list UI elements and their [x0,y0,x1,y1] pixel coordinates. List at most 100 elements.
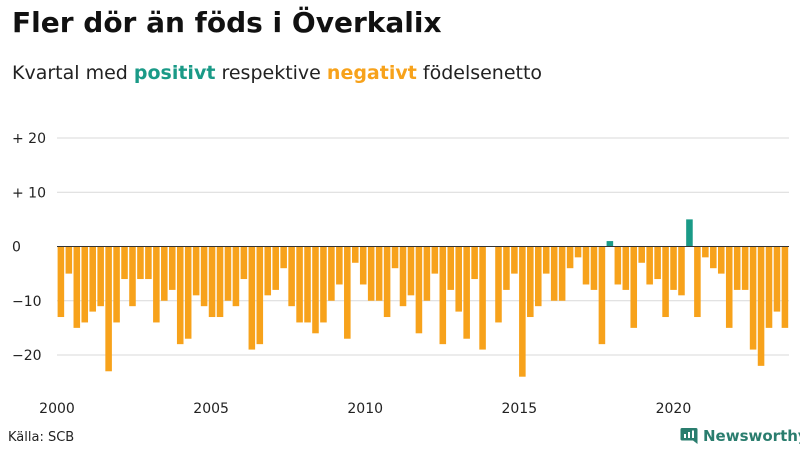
bar-negative [534,246,542,307]
subtitle-middle: respektive [221,62,321,84]
bar-negative [439,246,447,345]
bar-negative [296,246,303,323]
bar-negative [717,246,725,274]
bar-negative [662,246,669,318]
bar-negative [646,246,653,285]
bar-negative [344,246,351,339]
bar-negative [200,246,208,307]
bar-negative [240,246,248,280]
bar-negative [511,246,518,274]
bar-negative [383,246,391,318]
bar-negative [288,246,295,307]
chart-title: Fler dör än föds i Överkalix [12,6,442,39]
bar-negative [741,246,749,290]
bar-negative [757,246,765,366]
subtitle-prefix: Kvartal med [12,62,128,84]
bar-negative [391,246,399,269]
bar-negative [89,246,96,312]
bar-negative [614,246,622,285]
brand-logo: Newsworthy [680,427,800,445]
bar-negative [97,246,104,307]
y-tick-label: + 20 [12,131,46,147]
bar-negative [57,246,65,318]
bar-negative [304,246,311,323]
bar-positive [686,219,693,247]
bar-negative [415,246,423,334]
bar-negative [129,246,136,307]
bar-negative [367,246,375,301]
bar-negative [503,246,510,290]
bar-negative [192,246,200,296]
bar-negative [749,246,757,350]
y-tick-label: + 10 [12,185,46,201]
bar-negative [598,246,606,345]
bar-negative [590,246,598,290]
bar-negative [224,246,232,301]
bar-negative [264,246,272,296]
bar-negative [161,246,168,301]
bar-negative [105,246,112,372]
bar-negative [702,246,709,258]
bar-negative [407,246,415,296]
bar-negative [638,246,645,263]
bar-negative [216,246,224,318]
bar-negative [351,246,359,263]
y-tick-label: −20 [12,348,42,364]
bar-negative [336,246,343,285]
bar-negative [184,246,192,339]
bar-negative [447,246,455,290]
bar-negative [359,246,367,285]
bar-negative [630,246,638,328]
bar-negative [431,246,439,274]
x-tick-label: 2005 [193,401,229,417]
bar-negative [312,246,319,334]
bar-negative [153,246,160,323]
bar-negative [65,246,73,274]
newsworthy-logo-icon [680,428,698,444]
bar-negative [272,246,279,290]
subtitle-negative-word: negativt [326,62,417,84]
source-note: Källa: SCB [8,430,75,445]
subtitle-positive-word: positivt [133,62,216,84]
bar-negative [558,246,566,301]
bar-negative [550,246,558,301]
bar-negative [375,246,383,301]
bar-negative [455,246,462,312]
x-tick-label: 2015 [501,401,537,417]
bar-negative [479,246,486,350]
bar-negative [781,246,789,328]
bar-negative [232,246,240,307]
bar-negative [670,246,677,290]
y-tick-label: −10 [12,294,42,310]
bar-negative [256,246,264,345]
x-tick-label: 2020 [656,401,692,417]
bar-negative [176,246,184,345]
bar-negative [399,246,407,307]
bar-negative [168,246,176,290]
bar-negative [208,246,216,318]
bar-negative [725,246,733,328]
y-tick-label: 0 [12,240,21,256]
bar-negative [542,246,550,274]
brand-name: Newsworthy [703,427,800,445]
subtitle-suffix: födelsenetto [422,62,543,84]
bar-negative [733,246,741,290]
bar-negative [81,246,89,323]
bar-positive [606,241,614,247]
bar-negative [574,246,582,258]
bar-negative [320,246,327,323]
bar-negative [654,246,661,280]
bar-negative [519,246,526,377]
bar-negative [328,246,335,301]
bar-negative [248,246,256,350]
bar-negative [566,246,574,269]
bar-negative [471,246,478,280]
bar-negative [113,246,120,323]
bar-negative [527,246,534,318]
bar-negative [622,246,630,290]
bar-negative [423,246,431,301]
bar-negative [73,246,81,328]
bar-negative [710,246,717,269]
bar-negative [495,246,502,323]
